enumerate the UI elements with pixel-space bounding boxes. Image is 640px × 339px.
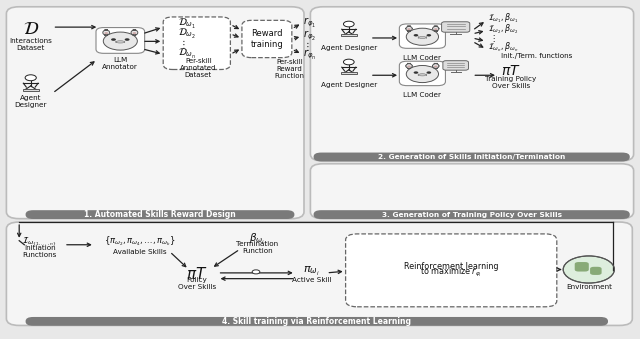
Text: Training Policy
Over Skills: Training Policy Over Skills xyxy=(485,76,536,89)
FancyBboxPatch shape xyxy=(96,27,145,53)
Circle shape xyxy=(111,38,116,41)
FancyBboxPatch shape xyxy=(575,262,589,272)
FancyBboxPatch shape xyxy=(443,61,468,70)
Text: $\mathcal{D}_{\omega_2}$: $\mathcal{D}_{\omega_2}$ xyxy=(178,27,196,41)
Bar xyxy=(341,35,356,36)
Circle shape xyxy=(344,59,354,65)
Text: Agent
Designer: Agent Designer xyxy=(15,95,47,108)
Text: LLM Coder: LLM Coder xyxy=(403,55,442,61)
FancyBboxPatch shape xyxy=(406,63,412,68)
Text: $r_{\varphi_2}$: $r_{\varphi_2}$ xyxy=(303,28,316,42)
Text: Interactions
Dataset: Interactions Dataset xyxy=(10,38,52,51)
Text: $\pi_{\omega_i}$: $\pi_{\omega_i}$ xyxy=(303,265,320,278)
Text: $\mathcal{D}_{\omega_1}$: $\mathcal{D}_{\omega_1}$ xyxy=(178,17,196,31)
FancyBboxPatch shape xyxy=(419,74,426,76)
Text: Reward
training: Reward training xyxy=(250,29,284,49)
Text: $\mathcal{D}$: $\mathcal{D}$ xyxy=(22,20,39,38)
FancyBboxPatch shape xyxy=(399,24,445,48)
FancyBboxPatch shape xyxy=(26,210,294,219)
Text: $\mathcal{D}_{\omega_n}$: $\mathcal{D}_{\omega_n}$ xyxy=(178,47,196,61)
Text: 2. Generation of Skills Initiation/Termination: 2. Generation of Skills Initiation/Termi… xyxy=(378,154,565,160)
Bar xyxy=(341,73,356,74)
FancyBboxPatch shape xyxy=(314,210,630,219)
Circle shape xyxy=(426,71,431,74)
Text: $\vdots$: $\vdots$ xyxy=(178,38,186,51)
Circle shape xyxy=(434,28,438,30)
Text: Termination
Function: Termination Function xyxy=(236,241,278,254)
Circle shape xyxy=(563,256,614,283)
FancyBboxPatch shape xyxy=(406,26,412,31)
FancyBboxPatch shape xyxy=(346,234,557,307)
FancyBboxPatch shape xyxy=(433,26,439,31)
FancyBboxPatch shape xyxy=(26,317,608,326)
FancyBboxPatch shape xyxy=(419,36,426,39)
Circle shape xyxy=(413,34,419,37)
FancyBboxPatch shape xyxy=(163,17,230,69)
Circle shape xyxy=(406,65,438,83)
FancyBboxPatch shape xyxy=(6,222,632,325)
Text: LLM Coder: LLM Coder xyxy=(403,92,442,98)
Text: $\beta_{\omega_i}$: $\beta_{\omega_i}$ xyxy=(249,232,266,246)
FancyBboxPatch shape xyxy=(399,61,445,86)
Text: $\mathcal{I}_{\omega_n}, \beta_{\omega_n}$: $\mathcal{I}_{\omega_n}, \beta_{\omega_n… xyxy=(488,41,518,54)
Text: $\mathcal{I}_{\omega_1}, \beta_{\omega_1}$: $\mathcal{I}_{\omega_1}, \beta_{\omega_1… xyxy=(488,12,518,25)
FancyBboxPatch shape xyxy=(131,30,138,35)
FancyBboxPatch shape xyxy=(242,20,292,58)
FancyBboxPatch shape xyxy=(116,41,125,43)
Text: Initiation
Functions: Initiation Functions xyxy=(22,245,57,258)
FancyBboxPatch shape xyxy=(433,63,439,68)
Text: to maximize $r_{\varphi_i}$: to maximize $r_{\varphi_i}$ xyxy=(420,266,482,279)
Text: $\vdots$: $\vdots$ xyxy=(489,33,495,44)
FancyBboxPatch shape xyxy=(442,22,470,32)
Text: $\{\pi_{\omega_2}, \pi_{\omega_4}, \ldots, \pi_{\omega_k}\}$: $\{\pi_{\omega_2}, \pi_{\omega_4}, \ldot… xyxy=(104,235,175,248)
Circle shape xyxy=(426,34,431,37)
Text: $\mathcal{I}_{\omega_2}, \beta_{\omega_2}$: $\mathcal{I}_{\omega_2}, \beta_{\omega_2… xyxy=(488,22,518,36)
Circle shape xyxy=(25,75,36,81)
Text: $\pi T$: $\pi T$ xyxy=(501,64,520,78)
Text: $\vdots$: $\vdots$ xyxy=(302,40,310,53)
Circle shape xyxy=(104,32,108,34)
FancyBboxPatch shape xyxy=(590,267,602,275)
FancyBboxPatch shape xyxy=(314,153,630,161)
Text: Agent Designer: Agent Designer xyxy=(321,45,377,51)
Text: Init./Term. functions: Init./Term. functions xyxy=(500,53,572,59)
Text: Reinforcement learning: Reinforcement learning xyxy=(404,262,499,271)
FancyBboxPatch shape xyxy=(6,7,304,219)
Circle shape xyxy=(413,71,419,74)
Bar xyxy=(22,89,39,91)
Text: Per-skill
Annotated
Dataset: Per-skill Annotated Dataset xyxy=(180,58,216,78)
Text: 3. Generation of Training Policy Over Skills: 3. Generation of Training Policy Over Sk… xyxy=(381,212,562,218)
Text: Environment: Environment xyxy=(566,284,612,290)
Text: $\mathcal{I}_{\omega_{\{1,...,n\}}}$: $\mathcal{I}_{\omega_{\{1,...,n\}}}$ xyxy=(22,235,57,248)
Text: 4. Skill training via Reinforcement Learning: 4. Skill training via Reinforcement Lear… xyxy=(222,317,412,326)
Text: $\pi T$: $\pi T$ xyxy=(186,266,208,282)
Text: Available Skills: Available Skills xyxy=(113,248,166,255)
Text: $r_{\varphi_n}$: $r_{\varphi_n}$ xyxy=(303,47,317,61)
Text: Policy
Over Skills: Policy Over Skills xyxy=(178,277,216,290)
Text: Agent Designer: Agent Designer xyxy=(321,82,377,88)
Text: 1. Automated Skills Reward Design: 1. Automated Skills Reward Design xyxy=(84,210,236,219)
Text: $r_{\varphi_1}$: $r_{\varphi_1}$ xyxy=(303,15,316,29)
Circle shape xyxy=(407,65,411,67)
Circle shape xyxy=(125,38,129,41)
Circle shape xyxy=(407,28,411,30)
Circle shape xyxy=(252,270,260,274)
FancyBboxPatch shape xyxy=(310,7,634,161)
Circle shape xyxy=(434,65,438,67)
FancyBboxPatch shape xyxy=(310,164,634,219)
Text: Active Skill: Active Skill xyxy=(292,277,332,283)
Text: LLM
Annotator: LLM Annotator xyxy=(102,57,138,69)
Text: Per-skill
Reward
Function: Per-skill Reward Function xyxy=(275,60,304,79)
Circle shape xyxy=(103,32,138,50)
FancyBboxPatch shape xyxy=(103,30,109,35)
Circle shape xyxy=(344,21,354,27)
Circle shape xyxy=(406,28,438,45)
Circle shape xyxy=(132,32,136,34)
